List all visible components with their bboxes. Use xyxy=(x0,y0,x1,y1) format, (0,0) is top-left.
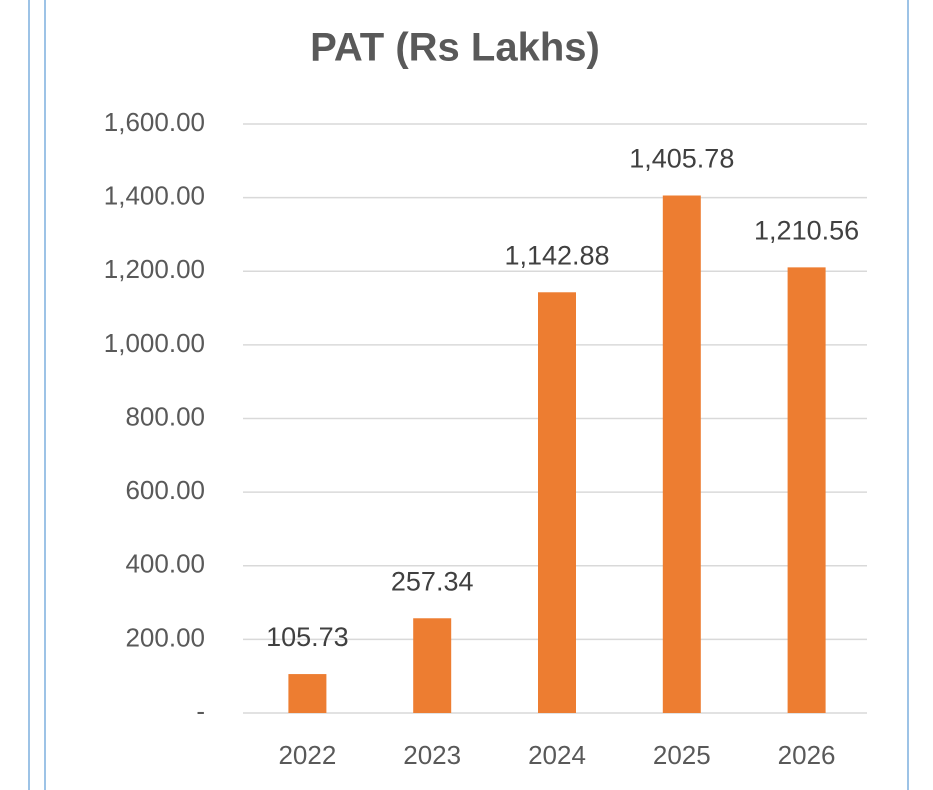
y-tick-label: 1,000.00 xyxy=(104,328,205,358)
data-label: 105.73 xyxy=(266,622,349,652)
y-tick-label: 400.00 xyxy=(125,549,205,579)
data-label: 1,210.56 xyxy=(754,215,859,245)
x-tick-label: 2026 xyxy=(778,740,836,770)
bar xyxy=(288,674,327,713)
y-tick-label: 1,600.00 xyxy=(104,107,205,137)
y-tick-label: 800.00 xyxy=(125,401,205,431)
data-label: 1,405.78 xyxy=(629,144,734,174)
bar xyxy=(662,195,701,713)
y-tick-label: - xyxy=(196,696,205,726)
y-tick-label: 1,200.00 xyxy=(104,254,205,284)
x-tick-label: 2023 xyxy=(403,740,461,770)
y-tick-label: 600.00 xyxy=(125,475,205,505)
bar xyxy=(787,267,826,713)
bar xyxy=(413,618,452,713)
data-label: 257.34 xyxy=(391,566,474,596)
x-tick-label: 2024 xyxy=(528,740,586,770)
x-tick-label: 2025 xyxy=(653,740,711,770)
y-tick-label: 200.00 xyxy=(125,622,205,652)
chart-title: PAT (Rs Lakhs) xyxy=(310,26,600,70)
y-tick-label: 1,400.00 xyxy=(104,181,205,211)
x-tick-label: 2022 xyxy=(278,740,336,770)
data-label: 1,142.88 xyxy=(504,240,609,270)
bar xyxy=(538,292,576,713)
